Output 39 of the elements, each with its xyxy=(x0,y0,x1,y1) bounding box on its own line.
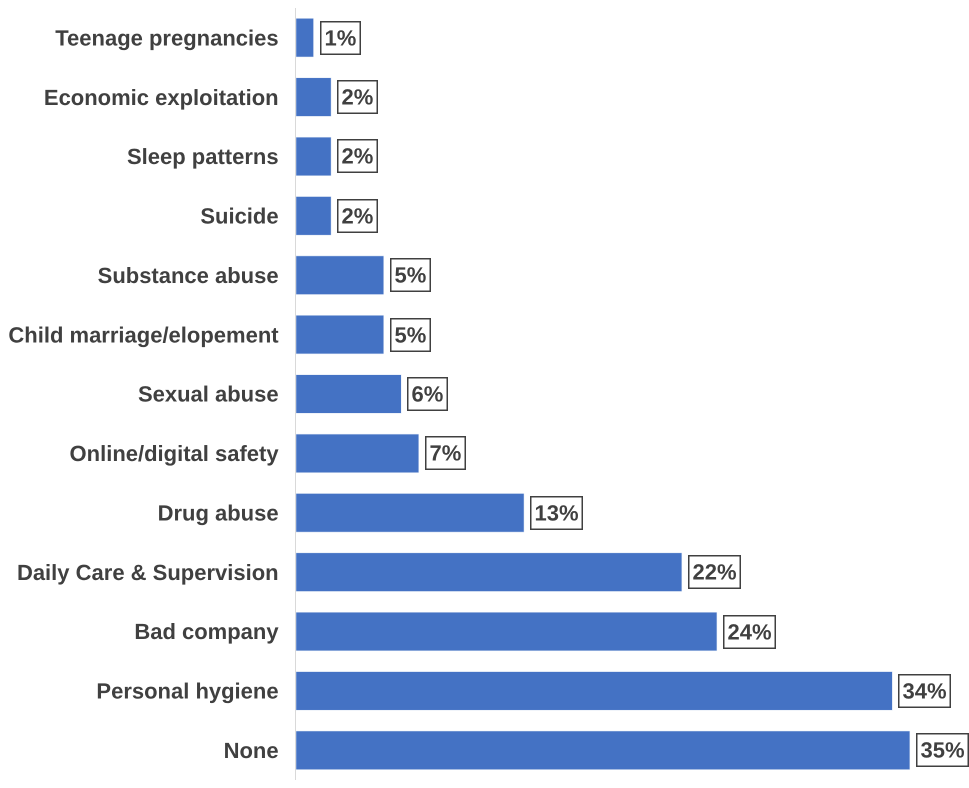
bar xyxy=(296,730,910,770)
y-tick-label: Bad company xyxy=(134,619,280,644)
data-label: 1% xyxy=(324,26,356,50)
bar xyxy=(296,256,384,295)
data-label: 24% xyxy=(728,620,772,644)
y-tick-label: Suicide xyxy=(200,204,279,229)
bar xyxy=(296,196,332,236)
y-tick-label: Teenage pregnancies xyxy=(55,25,279,50)
bar xyxy=(296,612,718,652)
bar xyxy=(296,493,524,532)
bar xyxy=(296,78,332,117)
data-label: 22% xyxy=(692,560,737,584)
y-tick-label: Economic exploitation xyxy=(44,84,279,110)
data-label: 5% xyxy=(394,262,426,288)
y-tick-label: Personal hygiene xyxy=(96,678,279,704)
data-label: 35% xyxy=(920,738,965,762)
bar xyxy=(296,374,402,414)
data-label: 34% xyxy=(902,678,947,704)
y-tick-label: Substance abuse xyxy=(98,262,279,288)
y-tick-label: Child marriage/elopement xyxy=(8,322,280,348)
y-tick-label: Online/digital safety xyxy=(70,441,280,466)
bar xyxy=(296,136,332,176)
data-label: 6% xyxy=(412,382,444,406)
data-label: 2% xyxy=(342,144,374,168)
y-tick-label: None xyxy=(224,738,279,764)
y-tick-label: Sleep patterns xyxy=(126,144,279,170)
data-label: 13% xyxy=(534,500,579,526)
data-label: 7% xyxy=(430,440,462,466)
bar xyxy=(296,434,420,473)
y-tick-label: Sexual abuse xyxy=(138,382,279,407)
data-label: 2% xyxy=(342,204,374,228)
bar xyxy=(296,18,314,58)
y-tick-label: Drug abuse xyxy=(158,500,279,526)
y-tick-label: Daily Care & Supervision xyxy=(16,560,279,585)
bar xyxy=(296,671,893,710)
bar xyxy=(296,315,384,354)
data-label: 2% xyxy=(342,84,374,110)
data-label: 5% xyxy=(394,322,426,348)
bar xyxy=(296,552,682,592)
